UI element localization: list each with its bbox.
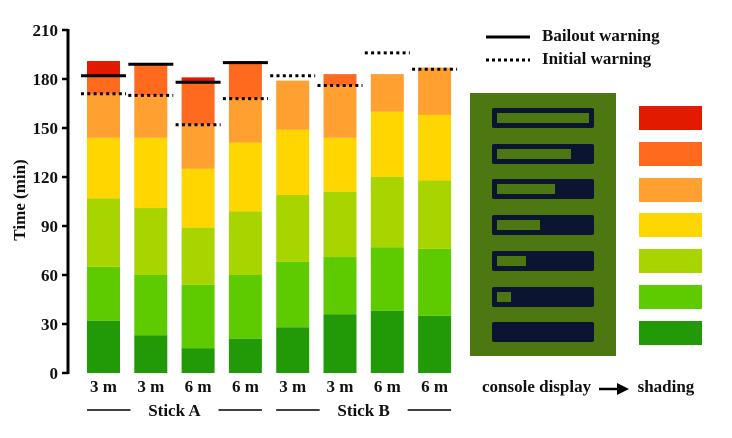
legend-bailout-label: Bailout warning	[542, 26, 660, 45]
bar-segment	[134, 137, 168, 209]
bar-segment	[228, 338, 262, 373]
y-tick-label: 120	[33, 168, 59, 187]
console-display-bar	[492, 322, 594, 343]
x-axis-labels: 3 m 3 m 6 m 6 m 3 m 3 m 6 m 6 m Stick A Stick B	[87, 377, 452, 420]
bar-segment	[370, 177, 404, 248]
y-tick-label: 30	[41, 315, 58, 334]
group-label: Stick B	[337, 401, 389, 420]
y-tick-label: 90	[41, 217, 58, 236]
bar-segment	[323, 191, 357, 258]
x-tick-label: 3 m	[90, 377, 117, 396]
bar-segment	[181, 348, 215, 373]
bar-segment	[181, 82, 215, 125]
console-display-fill	[497, 148, 571, 159]
shading-swatch	[639, 213, 702, 238]
console-display-fill	[497, 184, 555, 195]
bars-layer	[87, 61, 452, 373]
bar-segment	[370, 310, 404, 373]
shading-swatch	[639, 285, 702, 309]
x-tick-label: 6 m	[374, 377, 401, 396]
console-display-bar	[492, 179, 594, 200]
bar-segment	[87, 320, 120, 373]
bar-segment	[323, 314, 357, 373]
bar-segment	[87, 198, 120, 267]
bar-segment	[228, 275, 262, 339]
console-display-bar	[492, 215, 594, 236]
x-tick-label: 3 m	[279, 377, 306, 396]
console-display-bar	[492, 286, 594, 307]
bar-segment	[87, 137, 120, 199]
y-axis-label: Time (min)	[10, 159, 29, 240]
bar-segment	[323, 257, 357, 315]
bar-segment	[370, 111, 404, 177]
bar-segment	[276, 327, 310, 373]
bar-segment	[228, 98, 262, 143]
bar-segment	[276, 194, 310, 262]
shading-swatch	[639, 320, 702, 345]
bar-segment	[418, 248, 452, 316]
shading-swatch	[639, 106, 702, 130]
bar-segment	[323, 137, 357, 192]
bar-segment	[181, 77, 215, 83]
bar-segment	[323, 74, 357, 86]
console-display-fill	[497, 291, 511, 302]
bar-segment	[181, 284, 215, 349]
console-display-bar	[492, 143, 594, 164]
bar-segment	[276, 261, 310, 328]
bar-segment	[134, 95, 168, 138]
x-tick-label: 3 m	[327, 377, 354, 396]
x-tick-label: 6 m	[232, 377, 259, 396]
bar-segment	[418, 114, 452, 181]
console-display-panel	[470, 93, 616, 356]
console-display-bar	[492, 250, 594, 271]
y-tick-label: 0	[50, 364, 59, 383]
bar-segment	[276, 80, 310, 130]
bar-segment	[370, 74, 404, 112]
bar-segment	[134, 335, 168, 373]
y-tick-label: 150	[33, 119, 59, 138]
shading-swatch	[639, 141, 702, 166]
y-tick-label: 210	[33, 21, 59, 40]
console-display-fill	[497, 255, 526, 266]
bar-segment	[228, 142, 262, 212]
shading-label: shading	[637, 377, 695, 396]
console-display-fill	[497, 220, 540, 231]
bar-segment	[276, 129, 310, 195]
bar-segment	[134, 275, 168, 336]
x-tick-label: 6 m	[421, 377, 448, 396]
y-tick-label: 60	[41, 266, 58, 285]
console-shading-caption: console display shading	[482, 377, 694, 397]
bar-segment	[370, 247, 404, 311]
bar-segment	[87, 61, 120, 76]
bar-segment	[418, 67, 452, 115]
bar-segment	[134, 208, 168, 275]
console-display-bar	[492, 108, 594, 128]
bar-segment	[134, 64, 168, 96]
bar-segment	[87, 93, 120, 138]
y-axis: 0 30 60 90 120 150 180 210	[33, 21, 70, 383]
bar-segment	[181, 124, 215, 169]
shading-swatch	[639, 249, 702, 274]
console-display-fill	[497, 113, 589, 123]
x-tick-label: 6 m	[185, 377, 212, 396]
bar-segment	[228, 62, 262, 99]
y-tick-label: 180	[33, 70, 59, 89]
bar-segment	[87, 75, 120, 94]
x-tick-label: 3 m	[137, 377, 164, 396]
right-arrow-icon	[599, 381, 630, 396]
bar-segment	[418, 315, 452, 373]
bar-segment	[181, 168, 215, 228]
warning-lines-layer	[81, 51, 458, 127]
legend-initial-label: Initial warning	[542, 49, 652, 68]
bar-segment	[418, 180, 452, 249]
group-label: Stick A	[148, 401, 201, 420]
bar-segment	[228, 211, 262, 275]
bar-segment	[323, 85, 357, 138]
bar-segment	[181, 227, 215, 285]
console-display-label: console display	[482, 377, 592, 396]
shading-swatch	[639, 177, 702, 202]
bar-segment	[87, 266, 120, 321]
